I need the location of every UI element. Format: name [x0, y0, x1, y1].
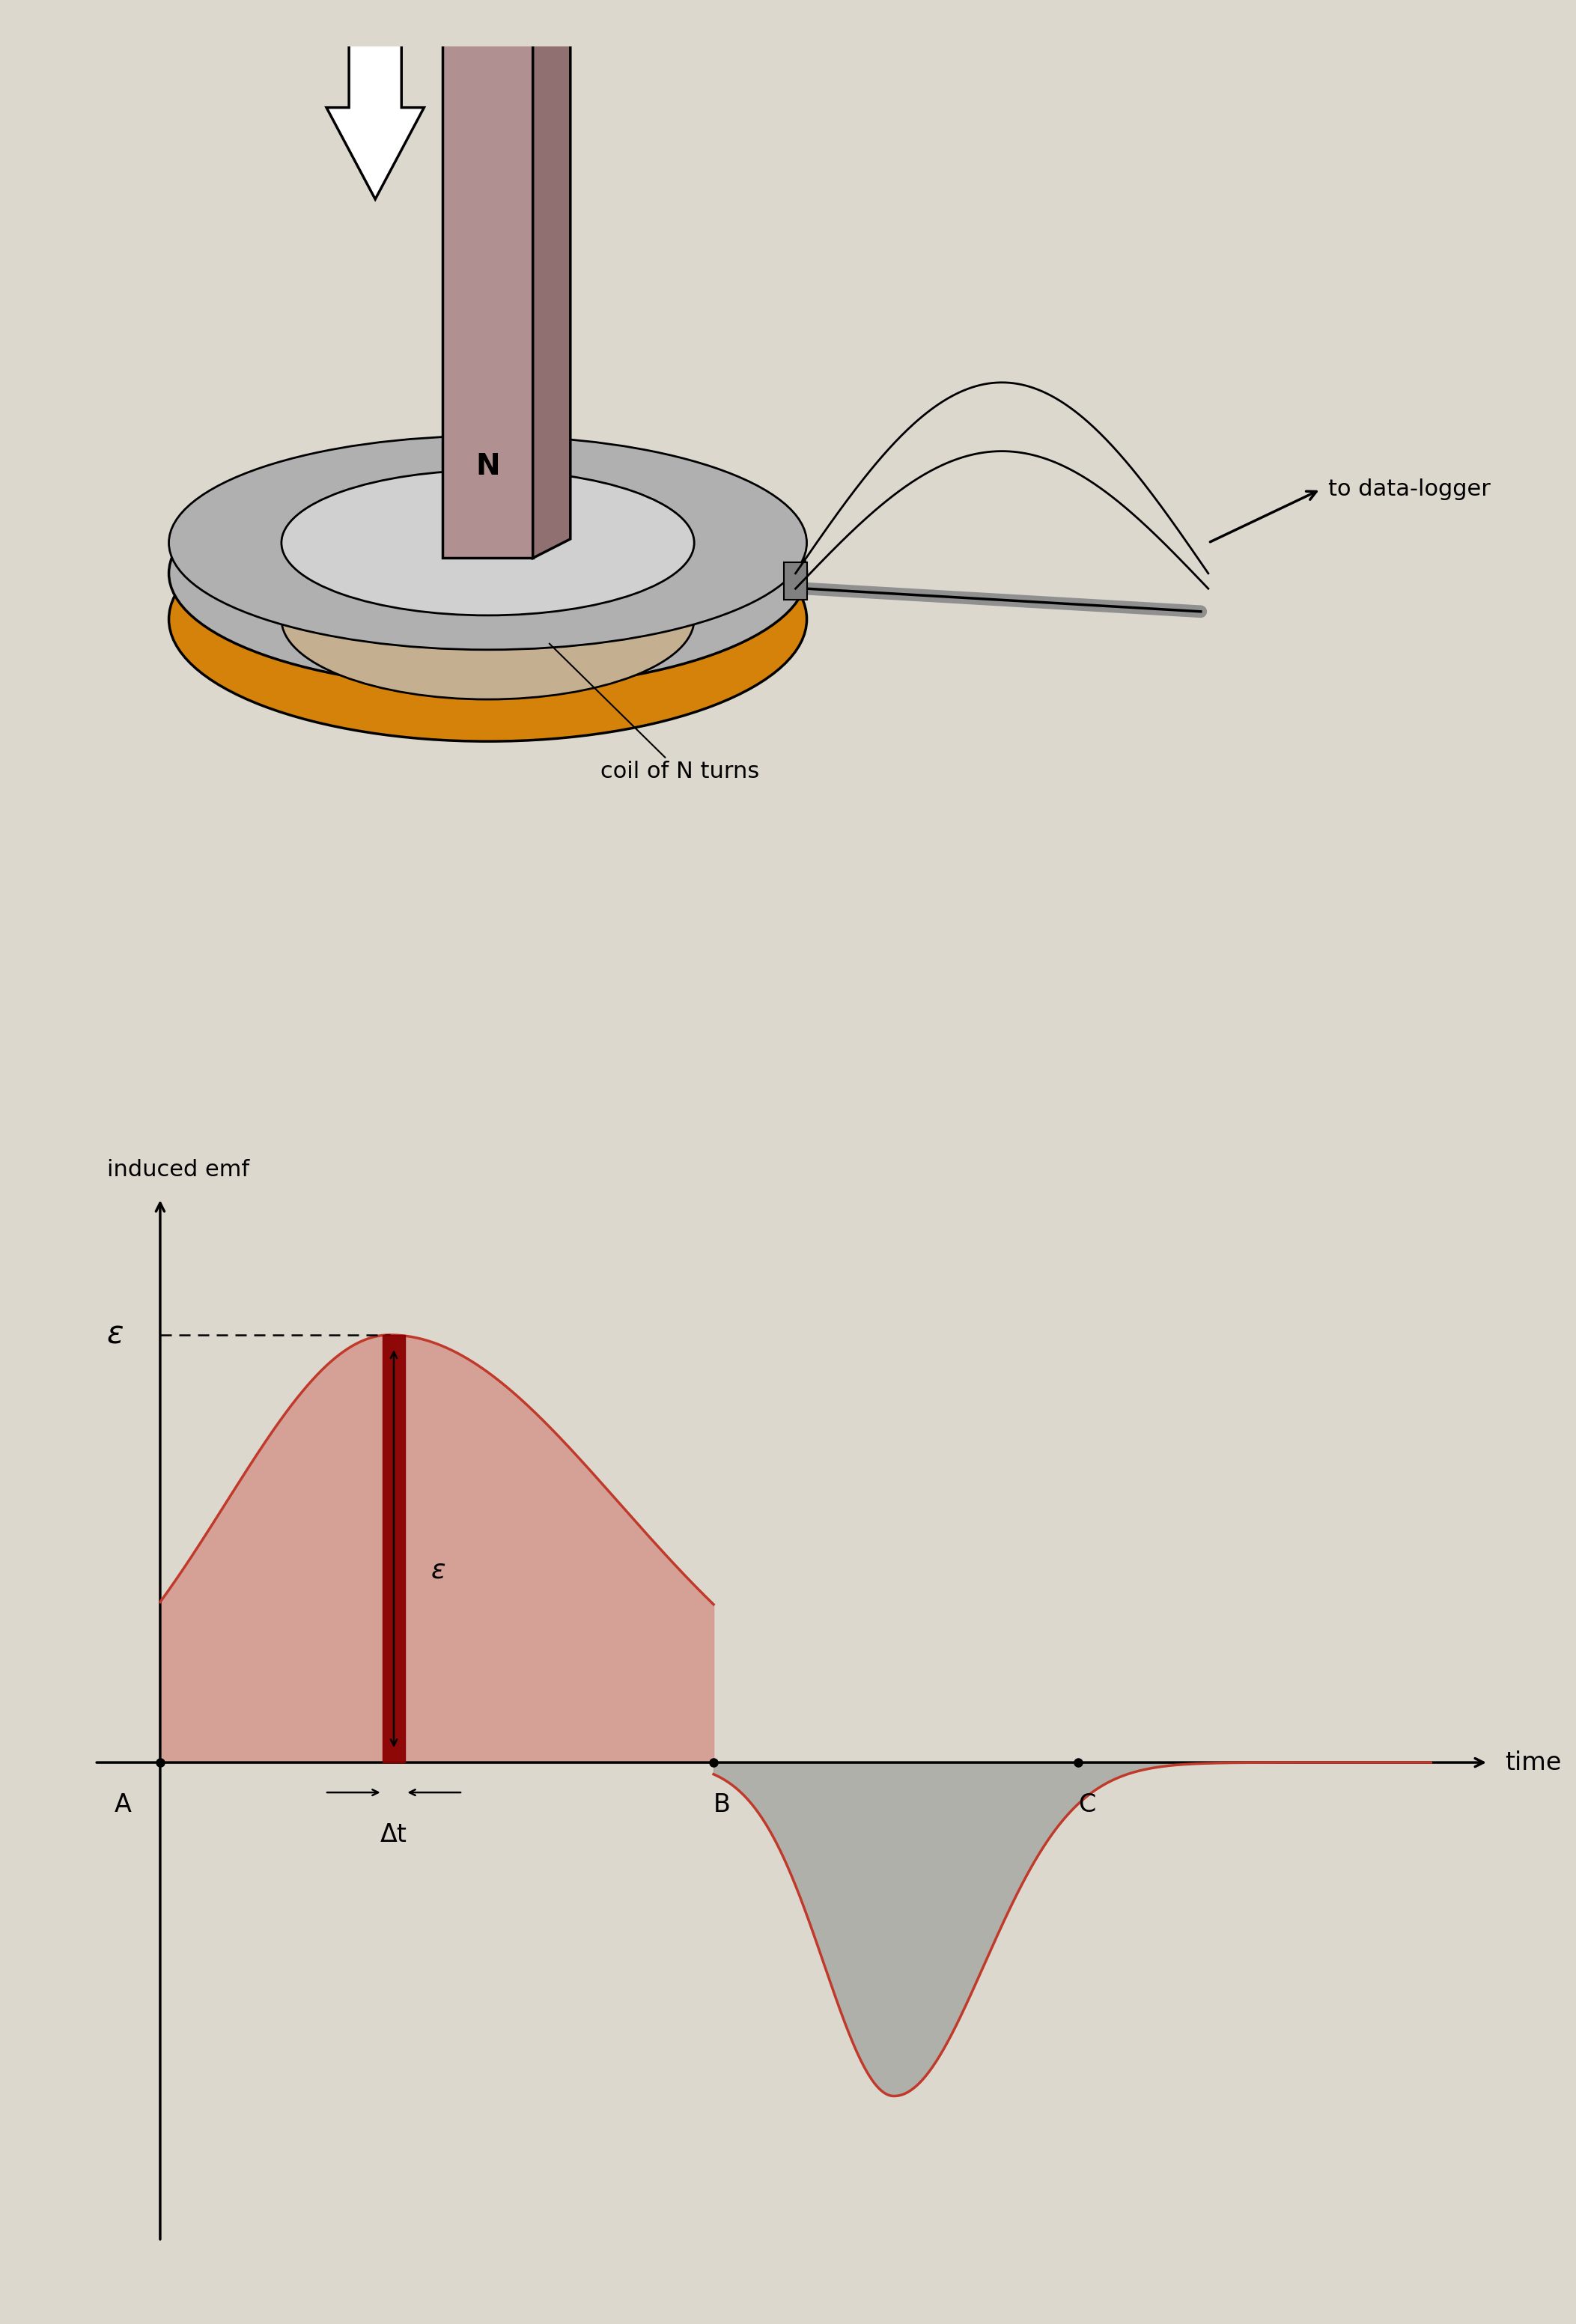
Polygon shape — [326, 0, 424, 200]
Bar — [785, 562, 807, 600]
Text: ε: ε — [107, 1320, 123, 1350]
Text: C: C — [1078, 1792, 1095, 1817]
Text: to data-logger: to data-logger — [1329, 479, 1491, 500]
Text: A: A — [115, 1792, 132, 1817]
Ellipse shape — [282, 469, 693, 616]
Text: N: N — [476, 453, 500, 481]
Ellipse shape — [282, 497, 693, 651]
Text: coil of N turns: coil of N turns — [550, 644, 760, 783]
Polygon shape — [443, 0, 533, 558]
Text: Δt: Δt — [380, 1822, 407, 1848]
Text: B: B — [714, 1792, 730, 1817]
Ellipse shape — [169, 437, 807, 651]
Text: time: time — [1505, 1750, 1562, 1776]
Text: induced emf: induced emf — [107, 1160, 249, 1181]
Polygon shape — [533, 0, 571, 558]
Text: ε: ε — [430, 1557, 446, 1583]
Ellipse shape — [169, 458, 807, 688]
Ellipse shape — [282, 539, 693, 700]
Ellipse shape — [169, 497, 807, 741]
